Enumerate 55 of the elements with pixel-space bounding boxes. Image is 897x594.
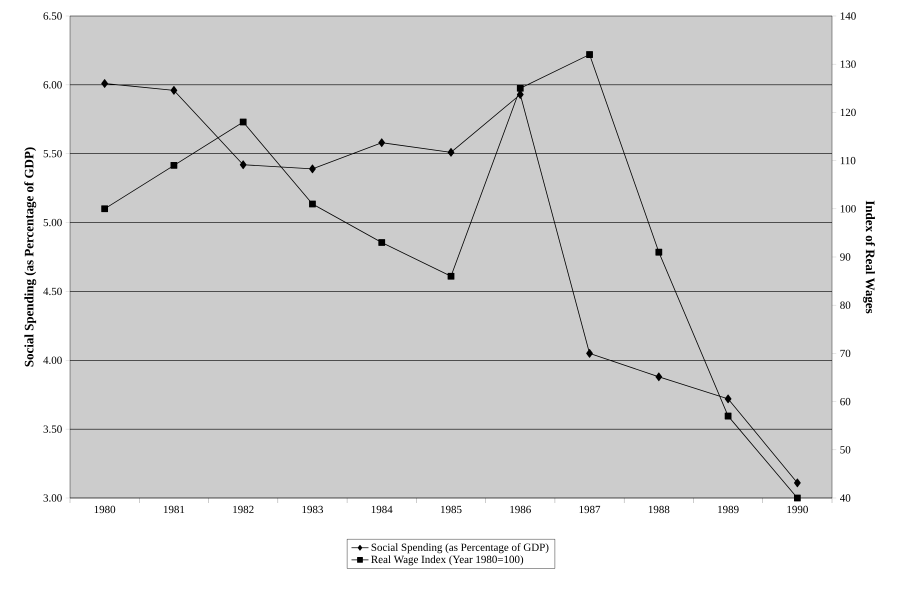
y2-tick-label: 60 (840, 398, 850, 406)
x-tick-label: 1981 (164, 506, 184, 514)
y-tick-label: 5.00 (44, 218, 62, 226)
y2-tick-label: 90 (840, 253, 850, 261)
point (586, 51, 593, 58)
x-tick-label: 1988 (648, 506, 670, 514)
y-tick-label: 6.50 (44, 12, 62, 20)
point (724, 412, 732, 420)
point (240, 160, 247, 170)
y2-tick-label: 50 (840, 446, 850, 454)
y-tick-label: 6.00 (44, 81, 62, 89)
point (794, 494, 801, 502)
point (101, 205, 108, 212)
y-tick-label: 5.50 (44, 150, 62, 158)
point (170, 86, 178, 95)
point (309, 200, 316, 208)
y2-axis-title: Index of Real Wages (863, 200, 876, 314)
point (240, 118, 247, 126)
x-tick-label: 1985 (441, 506, 462, 514)
y-tick-label: 4.00 (43, 356, 62, 364)
y2-tick-label: 100 (840, 205, 856, 212)
y-tick-label: 3.00 (44, 494, 62, 502)
y2-tick-label: 70 (840, 350, 850, 358)
y2-tick-label: 130 (840, 60, 856, 68)
x-tick-label: 1980 (94, 506, 116, 514)
legend-label: Social Spending (as Percentage of GDP) (372, 543, 548, 554)
point (516, 84, 524, 92)
x-tick-label: 1986 (510, 506, 531, 514)
x-tick-label: 1989 (718, 506, 739, 514)
point (794, 478, 801, 488)
point (378, 239, 386, 246)
point (448, 272, 454, 280)
y2-tick-label: 80 (840, 302, 850, 309)
point (378, 138, 386, 148)
y2-tick-label: 120 (840, 108, 856, 116)
point (448, 148, 454, 157)
y2-tick-label: 140 (840, 12, 856, 20)
y-axis-title: Social Spending (as Percentage of GDP) (24, 147, 36, 366)
x-tick-label: 1983 (302, 506, 323, 514)
point (170, 162, 178, 169)
y2-tick-label: 110 (840, 156, 856, 164)
point (309, 164, 316, 174)
point (101, 79, 108, 88)
x-tick-label: 1987 (580, 506, 600, 514)
point (655, 372, 662, 382)
y-tick-label: 4.50 (43, 288, 62, 296)
point (724, 394, 732, 404)
y-tick-label: 3.50 (44, 425, 62, 433)
x-tick-label: 1990 (787, 506, 808, 514)
y2-tick-label: 40 (840, 494, 850, 502)
legend-label: Real Wage Index (Year 1980=100) (371, 555, 524, 566)
point (586, 349, 593, 358)
x-tick-label: 1984 (372, 506, 393, 514)
point (655, 248, 662, 256)
x-tick-label: 1982 (233, 506, 254, 514)
